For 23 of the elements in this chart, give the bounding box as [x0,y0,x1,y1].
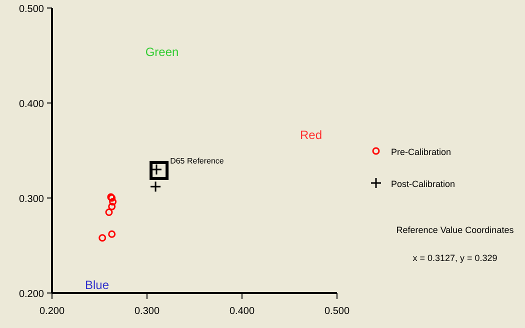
point [108,202,116,210]
y-tick-label: 0.400 [18,99,44,110]
text: x = 0.3127, y = 0.329 [412,253,498,263]
annotation: D65 Reference [170,156,224,166]
point [105,208,113,216]
y-tick-label: 0.200 [18,289,44,300]
legend-label: Pre-Calibration [391,147,452,157]
legend-label: Post-Calibration [391,179,456,189]
annotation: Red [300,128,322,142]
annotation: Green [145,45,179,59]
x-tick-label: 0.300 [134,306,160,317]
point [150,180,162,192]
point [109,198,117,206]
y-tick-label: 0.300 [18,194,44,205]
text: Reference Value Coordinates [396,225,514,235]
annotation: Blue [84,278,110,292]
point [150,160,169,180]
point [108,230,116,238]
y-tick-label: 0.500 [18,4,44,15]
point [98,234,106,242]
x-tick-label: 0.200 [39,306,65,317]
x-tick-label: 0.500 [324,306,350,317]
x-tick-label: 0.400 [229,306,255,317]
